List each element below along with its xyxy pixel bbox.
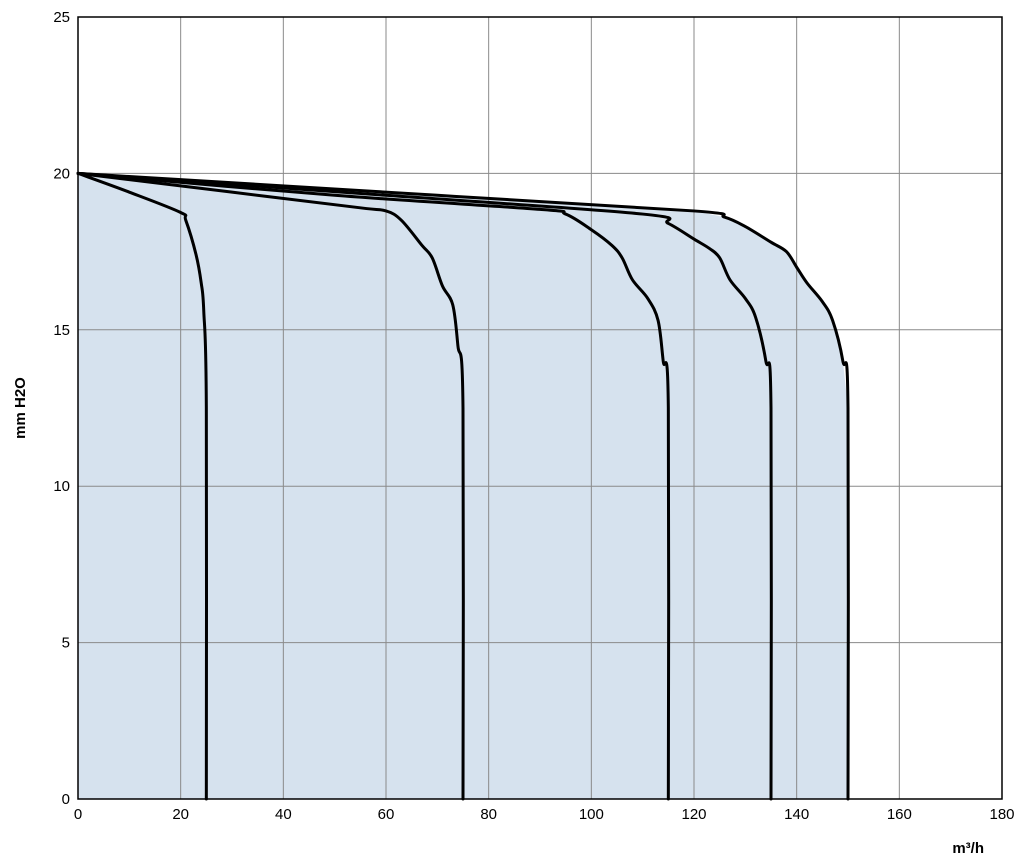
x-tick-label: 40 — [275, 806, 292, 823]
series-line-4 — [76, 171, 773, 801]
y-tick-label: 5 — [62, 635, 70, 652]
y-tick-label: 10 — [53, 478, 70, 495]
y-tick-label: 20 — [53, 165, 70, 182]
series-line-5 — [76, 171, 850, 801]
x-axis-label: m³/h — [952, 840, 984, 857]
y-tick-label: 15 — [53, 322, 70, 339]
grid-layer — [78, 17, 1002, 799]
series-line-1 — [76, 171, 209, 801]
y-axis-label: mm H2O — [12, 377, 29, 439]
x-tick-label: 60 — [378, 806, 395, 823]
x-tick-label: 180 — [989, 806, 1014, 823]
x-tick-label: 120 — [681, 806, 706, 823]
x-tick-label: 100 — [579, 806, 604, 823]
series-line-2 — [76, 171, 465, 801]
y-tick-label: 25 — [53, 9, 70, 26]
x-tick-label: 20 — [172, 806, 189, 823]
x-tick-label: 160 — [887, 806, 912, 823]
curve-layer — [76, 171, 850, 801]
x-tick-label: 0 — [74, 806, 82, 823]
y-tick-label: 0 — [62, 791, 70, 808]
plot-frame — [77, 16, 1003, 800]
series-line-3 — [76, 171, 671, 801]
x-tick-label: 140 — [784, 806, 809, 823]
x-tick-labels: 0 20 40 60 80 100 120 140 160 180 — [74, 806, 1015, 823]
x-tick-label: 80 — [480, 806, 497, 823]
y-tick-labels: 0 5 10 15 20 25 — [53, 9, 70, 808]
